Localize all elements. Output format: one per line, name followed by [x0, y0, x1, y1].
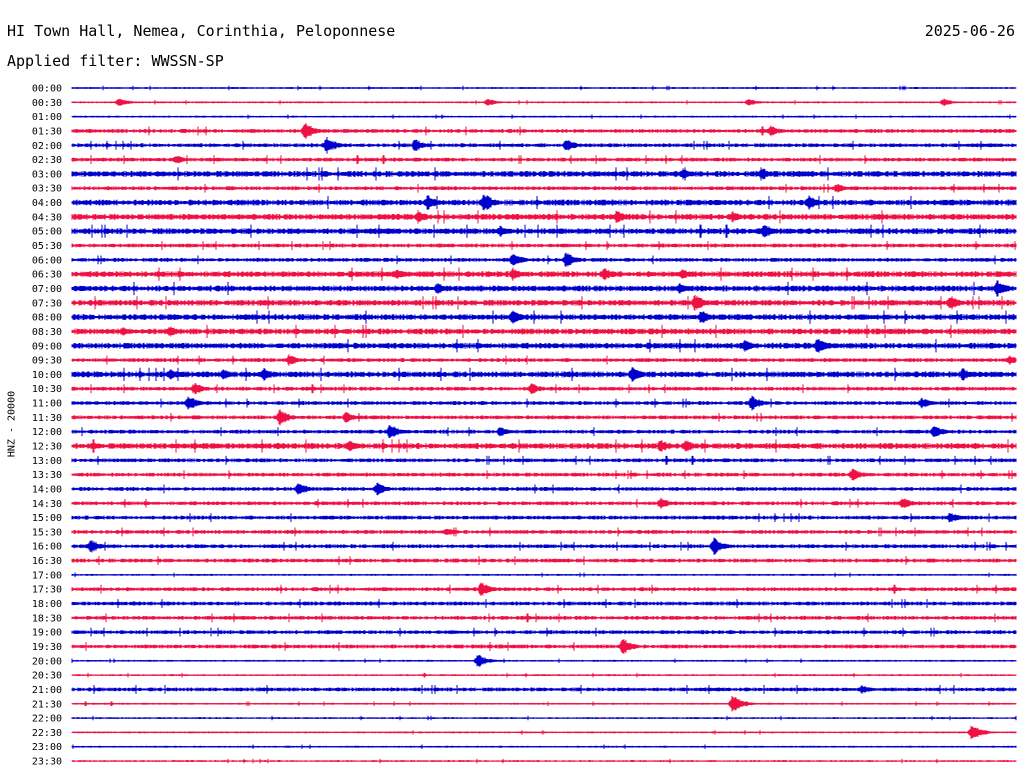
- row-time-label: 16:30: [32, 556, 62, 567]
- row-labels: 00:00 00:30 01:00 01:30 02:00 02:30 03:00 03:30…: [32, 84, 62, 768]
- row-time-label: 16:00: [32, 542, 62, 553]
- station-title: HI Town Hall, Nemea, Corinthia, Peloponn…: [7, 22, 396, 40]
- row-time-label: 08:30: [32, 327, 62, 338]
- row-time-label: 05:30: [32, 241, 62, 252]
- row-time-label: 01:30: [32, 126, 62, 137]
- row-time-label: 07:00: [32, 284, 62, 295]
- row-time-label: 02:00: [32, 141, 62, 152]
- row-time-label: 11:30: [32, 413, 62, 424]
- row-time-label: 21:30: [32, 699, 62, 710]
- row-time-label: 03:00: [32, 169, 62, 180]
- row-time-label: 15:00: [32, 513, 62, 524]
- row-time-label: 13:00: [32, 456, 62, 467]
- row-time-label: 07:30: [32, 298, 62, 309]
- row-time-label: 12:00: [32, 427, 62, 438]
- row-time-label: 19:30: [32, 642, 62, 653]
- row-time-label: 00:30: [32, 98, 62, 109]
- row-time-label: 20:30: [32, 671, 62, 682]
- row-time-label: 09:30: [32, 356, 62, 367]
- row-time-label: 04:30: [32, 212, 62, 223]
- row-time-label: 02:30: [32, 155, 62, 166]
- filter-label: Applied filter: WWSSN-SP: [7, 52, 224, 70]
- row-time-label: 14:00: [32, 484, 62, 495]
- row-time-label: 23:00: [32, 742, 62, 753]
- row-time-label: 10:30: [32, 384, 62, 395]
- row-time-label: 18:30: [32, 613, 62, 624]
- date-label: 2025-06-26: [924, 22, 1015, 40]
- row-time-label: 21:00: [32, 685, 62, 696]
- row-time-label: 17:30: [32, 585, 62, 596]
- seismic-traces: [71, 85, 1017, 764]
- row-time-label: 09:00: [32, 341, 62, 352]
- row-time-label: 04:00: [32, 198, 62, 209]
- row-time-label: 14:30: [32, 499, 62, 510]
- row-time-label: 20:00: [32, 656, 62, 667]
- row-time-label: 15:30: [32, 527, 62, 538]
- row-time-label: 22:00: [32, 714, 62, 725]
- row-time-label: 01:00: [32, 112, 62, 123]
- row-time-label: 05:00: [32, 227, 62, 238]
- row-time-label: 06:30: [32, 270, 62, 281]
- row-time-label: 06:00: [32, 255, 62, 266]
- row-time-label: 03:30: [32, 184, 62, 195]
- row-time-label: 23:30: [32, 757, 62, 768]
- row-time-label: 22:30: [32, 728, 62, 739]
- row-time-label: 17:00: [32, 570, 62, 581]
- row-time-label: 08:00: [32, 313, 62, 324]
- row-time-label: 12:30: [32, 442, 62, 453]
- row-time-label: 11:00: [32, 399, 62, 410]
- row-time-label: 19:00: [32, 628, 62, 639]
- row-time-label: 13:30: [32, 470, 62, 481]
- row-time-label: 10:00: [32, 370, 62, 381]
- row-time-label: 18:00: [32, 599, 62, 610]
- row-time-label: 00:00: [32, 84, 62, 95]
